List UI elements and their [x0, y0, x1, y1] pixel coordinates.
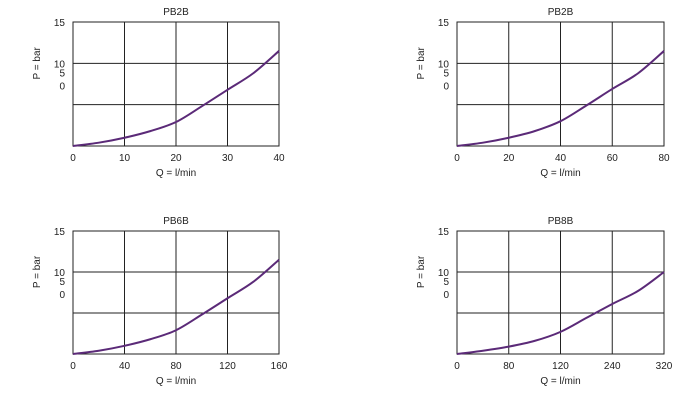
chart-panel-2: PB2B 0 20 40 60 80 Q = l/min 15 105 0 P = bar [416, 7, 670, 179]
y-tick-label: 10 [54, 268, 66, 279]
y-tick-label: 15 [438, 18, 450, 29]
series-line [72, 258, 280, 355]
x-tick-label: 80 [503, 361, 515, 372]
chart-panel-4: PB8B 0 80 120 240 320 Q = l/min 15 105 0 P = bar [416, 216, 673, 387]
x-tick-label: 20 [503, 153, 515, 164]
y-tick-label: 0 [443, 81, 449, 92]
x-tick-label: 0 [454, 153, 460, 164]
y-tick-label: 5 [443, 277, 449, 288]
x-tick-label: 0 [70, 361, 76, 372]
x-tick-label: 40 [119, 361, 131, 372]
x-tick-label: 20 [170, 153, 182, 164]
x-tick-label: 120 [552, 361, 569, 372]
y-axis-label: P = bar [32, 255, 43, 288]
x-axis-label: Q = l/min [540, 168, 580, 179]
chart-title: PB2B [163, 7, 189, 18]
y-tick-label: 15 [54, 18, 66, 29]
x-tick-label: 40 [273, 153, 285, 164]
x-tick-label: 160 [271, 361, 288, 372]
y-tick-label: 5 [59, 277, 65, 288]
x-tick-label: 60 [607, 153, 619, 164]
y-tick-label: 5 [59, 68, 65, 79]
y-axis-label: P = bar [416, 255, 427, 288]
x-tick-label: 40 [555, 153, 567, 164]
x-tick-label: 320 [656, 361, 673, 372]
x-axis-label: Q = l/min [156, 168, 196, 179]
x-tick-label: 10 [119, 153, 131, 164]
plot-frame [456, 21, 665, 147]
x-tick-label: 0 [454, 361, 460, 372]
series-line [456, 50, 665, 147]
x-tick-label: 120 [219, 361, 236, 372]
chart-panel-3: PB6B 0 40 80 120 160 Q = l/min 15 105 0 P = bar [32, 216, 288, 387]
plot-frame [72, 21, 280, 147]
y-tick-label: 15 [54, 227, 66, 238]
y-tick-label: 0 [443, 290, 449, 301]
x-tick-label: 0 [70, 153, 76, 164]
y-tick-label: 10 [54, 59, 66, 70]
y-axis-label: P = bar [32, 46, 43, 79]
plot-frame [72, 230, 280, 355]
y-axis-label: P = bar [416, 46, 427, 79]
series-line [456, 271, 665, 355]
y-tick-label: 10 [438, 59, 450, 70]
chart-title: PB8B [548, 216, 574, 227]
series-line [72, 50, 280, 147]
y-tick-label: 10 [438, 268, 450, 279]
x-tick-label: 30 [222, 153, 234, 164]
y-tick-label: 5 [443, 68, 449, 79]
y-tick-label: 0 [59, 290, 65, 301]
y-tick-label: 0 [59, 81, 65, 92]
chart-title: PB2B [548, 7, 574, 18]
x-tick-label: 80 [658, 153, 670, 164]
x-tick-label: 80 [170, 361, 182, 372]
y-tick-label: 15 [438, 227, 450, 238]
plot-frame [456, 230, 665, 355]
chart-title: PB6B [163, 216, 189, 227]
x-axis-label: Q = l/min [156, 376, 196, 387]
x-axis-label: Q = l/min [540, 376, 580, 387]
x-tick-label: 240 [604, 361, 621, 372]
